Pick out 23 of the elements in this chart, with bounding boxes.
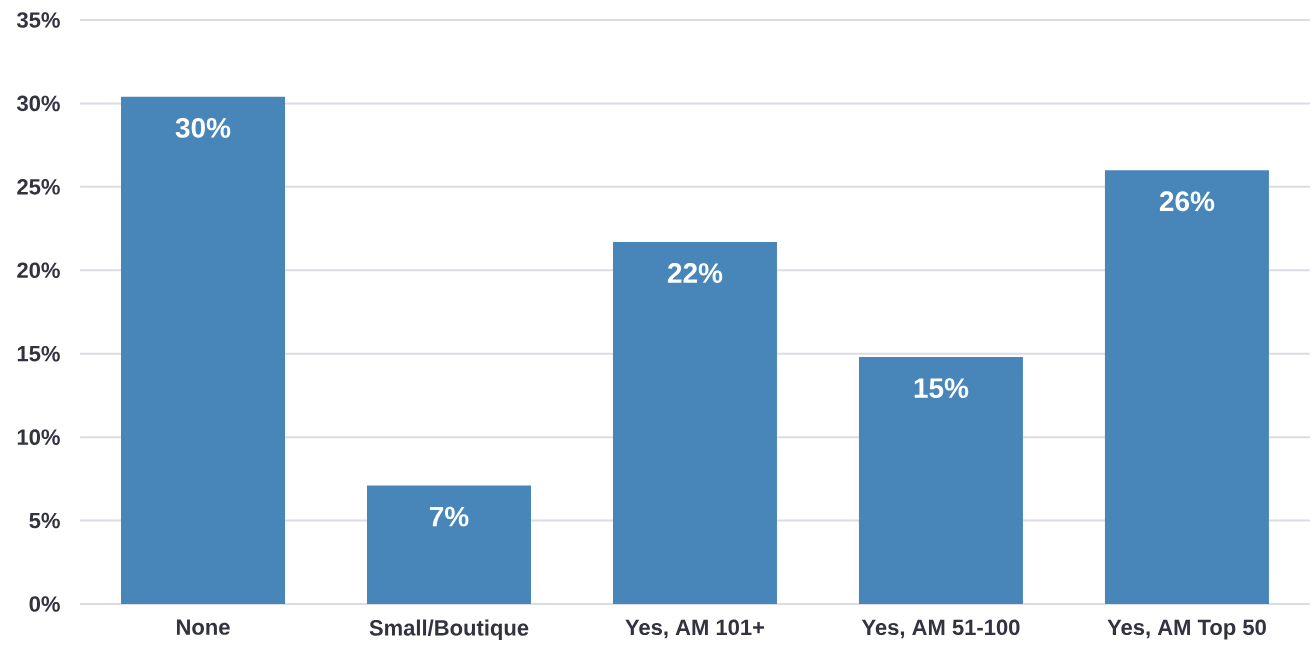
- y-tick-label: 30%: [16, 95, 60, 112]
- x-tick-label: Yes, AM 51-100: [861, 619, 1020, 639]
- y-tick-label: 25%: [17, 179, 60, 195]
- x-tick-label: Yes, AM 101+: [625, 619, 765, 639]
- y-tick-label: 10%: [17, 429, 60, 445]
- y-tick-label: 15%: [17, 345, 60, 362]
- x-tick-label: Yes, AM Top 50: [1107, 619, 1266, 640]
- y-tick-label: 20%: [17, 262, 60, 279]
- y-tick-label: 5%: [29, 512, 60, 529]
- x-tick-label: Small/Boutique: [369, 619, 529, 641]
- bar: [612, 241, 777, 604]
- data-label: 30%: [175, 117, 231, 138]
- data-label: 26%: [1159, 191, 1215, 212]
- y-tick-label: 35%: [16, 12, 60, 28]
- bar: [1104, 170, 1269, 604]
- bar: [121, 96, 285, 604]
- x-tick-label: None: [176, 619, 230, 635]
- data-label: 22%: [667, 263, 723, 283]
- data-label: 7%: [429, 506, 469, 527]
- bar: [858, 357, 1023, 604]
- y-tick-label: 0%: [29, 596, 60, 612]
- bar: [366, 485, 531, 604]
- data-label: 15%: [914, 378, 969, 398]
